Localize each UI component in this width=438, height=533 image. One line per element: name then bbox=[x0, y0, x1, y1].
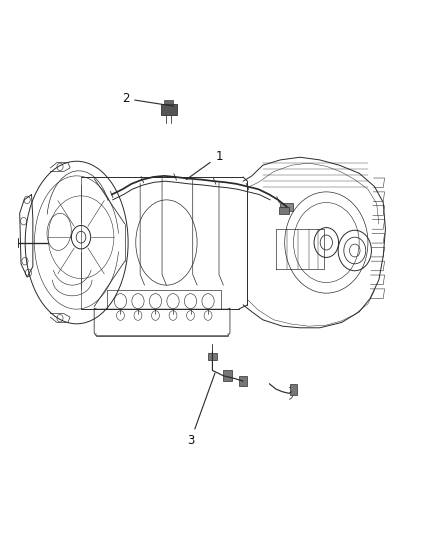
Bar bbox=[280, 203, 293, 211]
Text: 1: 1 bbox=[186, 150, 223, 180]
Bar bbox=[279, 207, 289, 214]
Text: 2: 2 bbox=[122, 92, 174, 106]
Bar bbox=[161, 104, 177, 115]
Bar bbox=[164, 100, 173, 104]
Text: 3: 3 bbox=[187, 373, 215, 447]
Bar bbox=[290, 384, 297, 395]
Bar bbox=[208, 353, 217, 360]
Bar bbox=[223, 370, 232, 381]
Bar bbox=[239, 376, 247, 386]
